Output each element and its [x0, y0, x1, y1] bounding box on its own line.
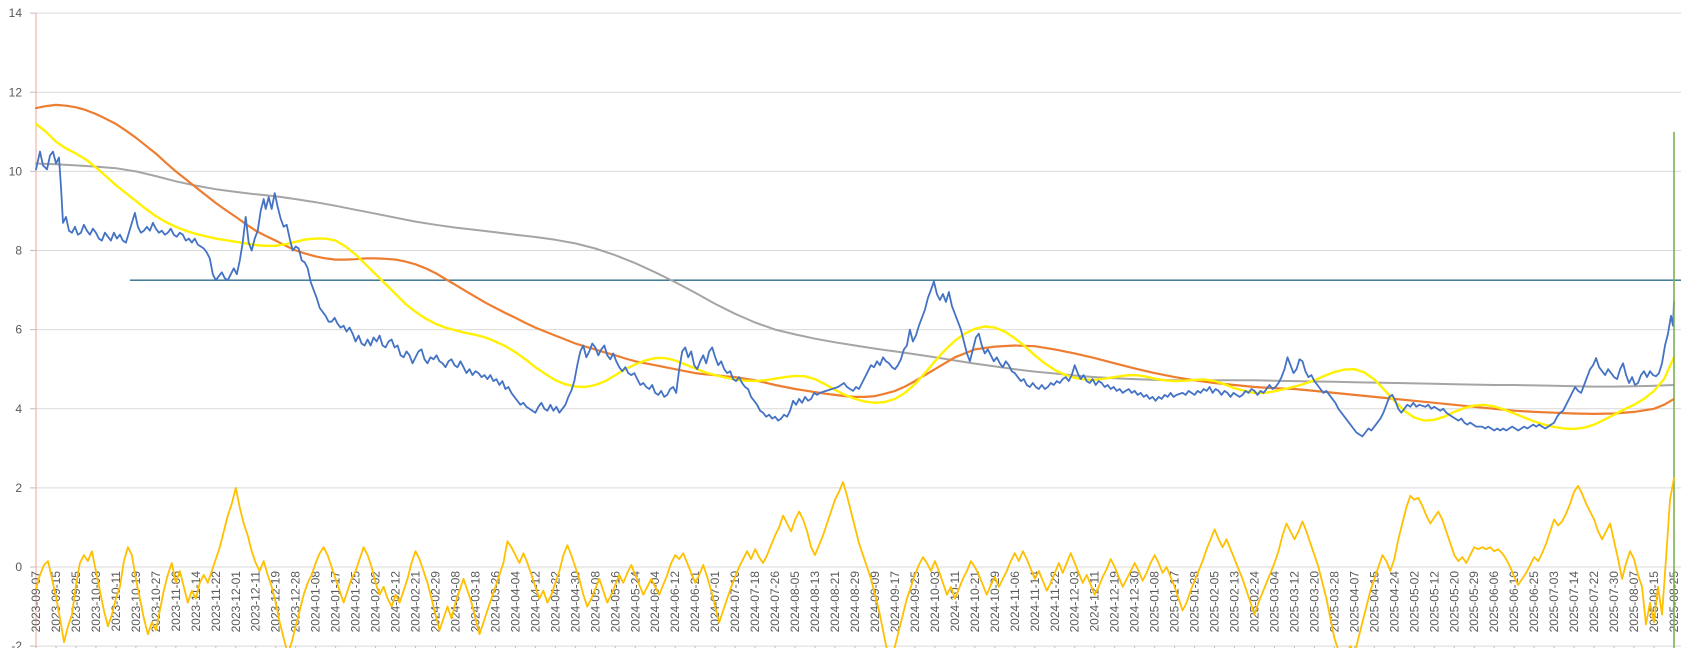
- x-axis-label: 2024-02-12: [389, 571, 403, 633]
- x-axis-label: 2024-09-09: [868, 571, 882, 633]
- x-axis-label: 2024-08-13: [808, 571, 822, 633]
- y-axis-label: 10: [9, 164, 23, 178]
- x-axis-label: 2024-12-30: [1128, 571, 1142, 633]
- x-axis-label: 2025-01-17: [1168, 571, 1182, 633]
- x-axis-label: 2024-06-21: [688, 571, 702, 633]
- x-axis-label: 2025-05-29: [1467, 571, 1481, 633]
- x-axis-label: 2025-04-24: [1387, 571, 1401, 633]
- x-axis-label: 2025-01-28: [1188, 571, 1202, 633]
- x-axis-label: 2024-07-18: [748, 571, 762, 633]
- x-axis-label: 2023-12-01: [229, 571, 243, 633]
- y-axis-label: -2: [11, 639, 22, 648]
- y-axis-label: 6: [15, 323, 22, 337]
- x-axis-label: 2023-12-11: [249, 571, 263, 632]
- x-axis-label: 2024-10-03: [928, 571, 942, 633]
- x-axis-label: 2025-06-06: [1487, 571, 1501, 633]
- x-axis-label: 2024-04-22: [548, 571, 562, 633]
- x-axis-label: 2025-06-25: [1527, 571, 1541, 633]
- x-axis-label: 2023-10-19: [129, 571, 143, 633]
- x-axis-label: 2025-06-16: [1507, 571, 1521, 633]
- x-axis-label: 2024-01-17: [329, 571, 343, 633]
- x-axis-label: 2025-02-05: [1208, 571, 1222, 633]
- series-medium-ma-orange-line: [34, 103, 1676, 415]
- x-axis-label: 2024-12-03: [1068, 571, 1082, 633]
- x-axis-label: 2025-02-24: [1248, 571, 1262, 633]
- x-axis-label: 2024-12-19: [1108, 571, 1122, 633]
- x-axis-label: 2025-07-30: [1607, 571, 1621, 633]
- x-axis-label: 2024-11-22: [1048, 571, 1062, 632]
- series-short-ma-yellow-line: [34, 122, 1676, 431]
- x-axis-label: 2025-05-02: [1407, 571, 1421, 633]
- x-axis-label: 2024-10-11: [948, 571, 962, 632]
- x-axis-label: 2024-11-14: [1028, 571, 1042, 632]
- x-axis-label: 2024-02-21: [409, 571, 423, 633]
- x-axis-label: 2025-04-07: [1347, 571, 1361, 633]
- series-price-blue-line: [35, 150, 1675, 438]
- x-axis-label: 2023-11-06: [169, 571, 183, 632]
- x-axis-label: 2025-03-28: [1327, 571, 1341, 633]
- x-axis-label: 2024-02-02: [369, 571, 383, 633]
- x-axis-label: 2024-03-26: [488, 571, 502, 633]
- y-axis-label: 0: [15, 560, 22, 574]
- series-oscillator-gold-line: [35, 477, 1675, 648]
- y-axis-label: 14: [9, 6, 23, 20]
- y-axis-label: 2: [15, 481, 22, 495]
- x-axis-label: 2025-07-03: [1547, 571, 1561, 633]
- x-axis-label: 2024-09-25: [908, 571, 922, 633]
- x-axis-label: 2025-07-22: [1587, 571, 1601, 633]
- x-axis-label: 2024-05-16: [608, 571, 622, 633]
- x-axis-label: 2024-09-17: [888, 571, 902, 633]
- x-axis-label: 2024-05-08: [588, 571, 602, 633]
- x-axis-label: 2024-01-25: [349, 571, 363, 633]
- x-axis-label: 2025-05-12: [1427, 571, 1441, 633]
- x-axis-label: 2024-07-10: [728, 571, 742, 633]
- x-axis-label: 2024-03-18: [468, 571, 482, 633]
- x-axis-label: 2023-09-25: [69, 571, 83, 633]
- x-axis-label: 2023-09-07: [29, 571, 43, 633]
- x-axis-label: 2025-03-04: [1267, 571, 1281, 633]
- x-axis-label: 2024-04-30: [568, 571, 582, 633]
- x-axis-label: 2024-06-12: [668, 571, 682, 633]
- x-axis-label: 2023-11-22: [209, 571, 223, 632]
- x-axis-label: 2025-02-13: [1228, 571, 1242, 633]
- x-axis-label: 2024-08-21: [828, 571, 842, 633]
- x-axis-label: 2025-01-08: [1148, 571, 1162, 633]
- y-axis-label: 12: [9, 85, 23, 99]
- x-axis-label: 2024-07-26: [768, 571, 782, 633]
- x-axis-label: 2025-08-07: [1627, 571, 1641, 633]
- x-axis-label: 2023-10-03: [89, 571, 103, 633]
- x-axis-label: 2024-01-08: [309, 571, 323, 633]
- x-axis-label: 2023-12-28: [289, 571, 303, 633]
- x-axis-label: 2024-08-05: [788, 571, 802, 633]
- x-axis-label: 2025-04-15: [1367, 571, 1381, 633]
- x-axis-label: 2024-07-01: [708, 571, 722, 633]
- x-axis-label: 2024-06-04: [648, 571, 662, 633]
- x-axis-label: 2024-02-29: [429, 571, 443, 633]
- x-axis-label: 2024-04-12: [528, 571, 542, 633]
- y-axis-label: 4: [15, 402, 22, 416]
- x-axis-label: 2025-07-14: [1567, 571, 1581, 633]
- x-axis-label: 2024-08-29: [848, 571, 862, 633]
- x-axis-label: 2024-04-04: [508, 571, 522, 633]
- x-axis-label: 2025-03-20: [1307, 571, 1321, 633]
- y-axis-label: 8: [15, 244, 22, 258]
- x-axis-label: 2024-05-24: [628, 571, 642, 633]
- x-axis-label: 2025-03-12: [1287, 571, 1301, 633]
- x-axis-label: 2024-10-21: [968, 571, 982, 633]
- x-axis-label: 2025-05-20: [1447, 571, 1461, 633]
- x-axis-label: 2024-10-29: [988, 571, 1002, 633]
- x-axis-label: 2024-11-06: [1008, 571, 1022, 632]
- x-axis-label: 2024-12-11: [1088, 571, 1102, 632]
- series-long-ma-gray-line: [35, 162, 1675, 388]
